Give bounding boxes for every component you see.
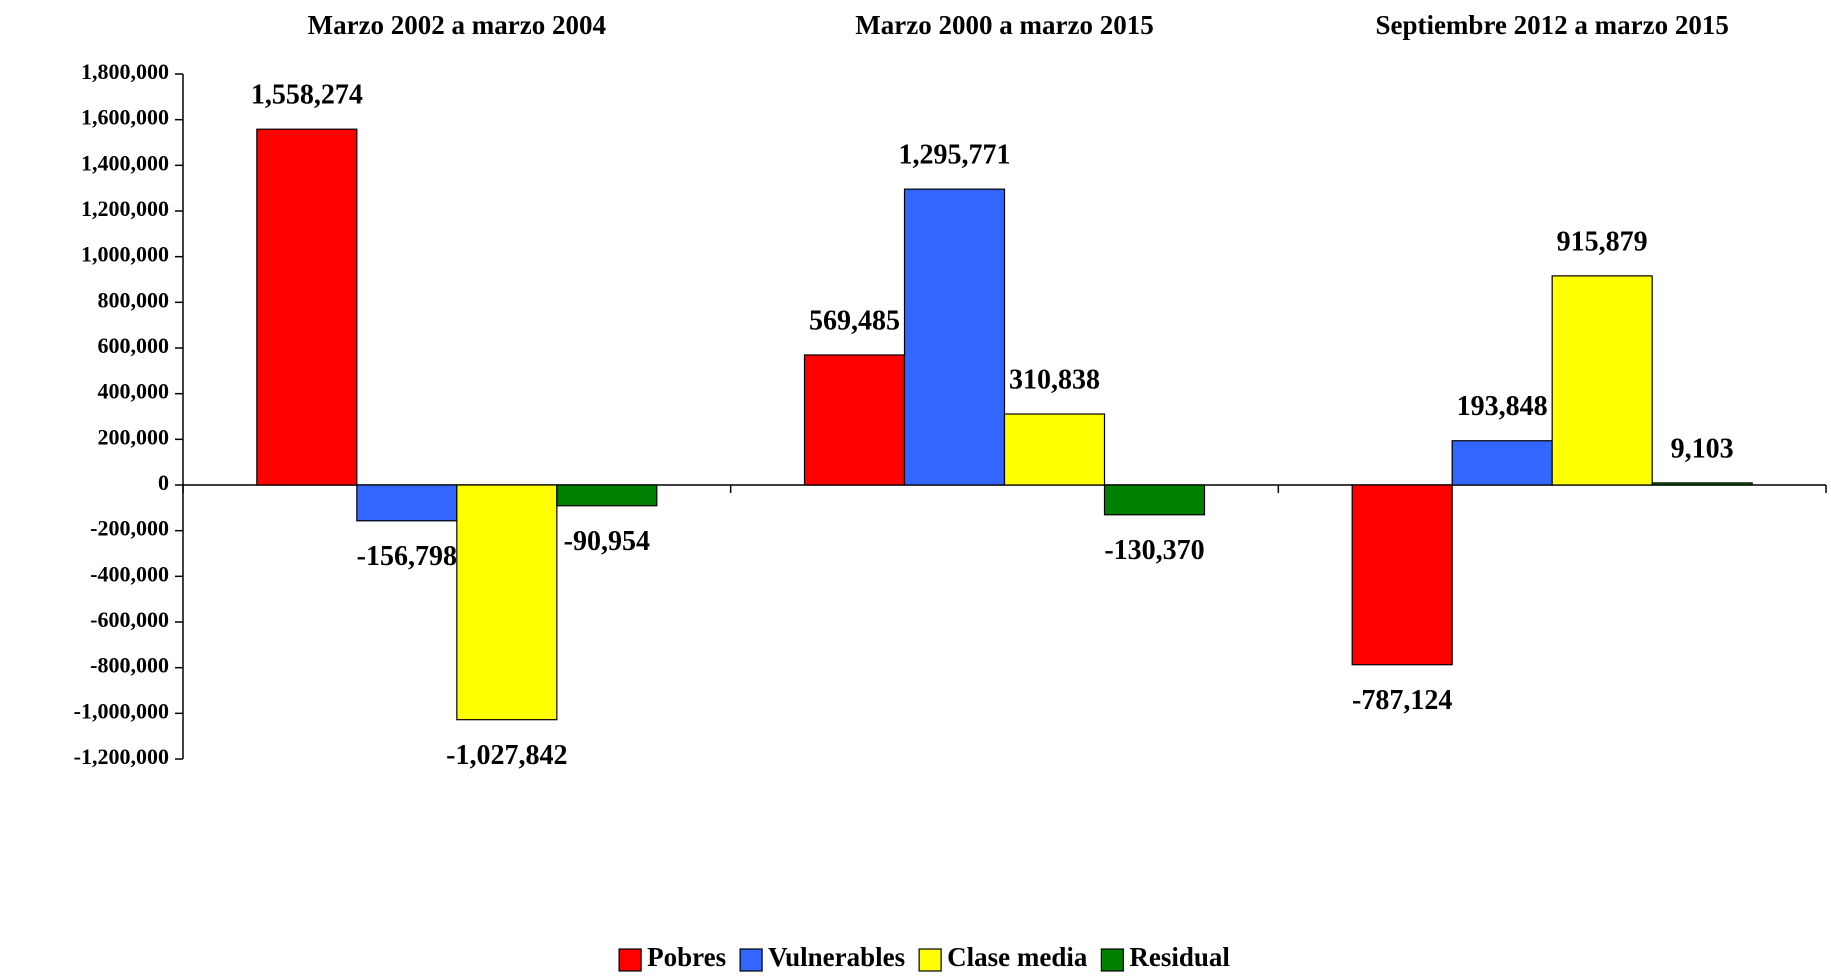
data-label: 1,558,274 xyxy=(251,80,363,111)
y-tick-label: 400,000 xyxy=(98,379,170,404)
data-label: 915,879 xyxy=(1557,226,1648,257)
bar xyxy=(1651,482,1753,486)
legend-label: Residual xyxy=(1129,942,1230,972)
data-label: 193,848 xyxy=(1457,391,1548,422)
data-label: -156,798 xyxy=(357,541,457,572)
bar xyxy=(556,484,658,507)
y-tick-label: 800,000 xyxy=(98,287,170,312)
legend-label: Clase media xyxy=(947,942,1088,972)
bar xyxy=(1351,484,1453,666)
data-label: 569,485 xyxy=(809,305,900,336)
y-tick-label: 1,600,000 xyxy=(81,105,169,130)
y-tick-label: -400,000 xyxy=(90,561,169,586)
bar xyxy=(1103,484,1206,516)
legend-swatch xyxy=(918,948,942,972)
y-tick-label: -600,000 xyxy=(90,607,169,632)
data-label: -130,370 xyxy=(1104,535,1204,566)
bar xyxy=(1451,440,1553,486)
bar xyxy=(803,354,906,486)
y-tick-label: -800,000 xyxy=(90,653,169,678)
y-tick-label: -1,200,000 xyxy=(74,744,169,769)
y-tick-label: 200,000 xyxy=(98,424,170,449)
y-tick-label: -1,000,000 xyxy=(74,698,169,723)
data-label: 310,838 xyxy=(1009,364,1100,395)
legend-swatch xyxy=(1100,948,1124,972)
category-label: Septiembre 2012 a marzo 2015 xyxy=(1375,10,1728,40)
data-label: -90,954 xyxy=(564,526,650,557)
legend-swatch xyxy=(618,948,642,972)
data-label: 9,103 xyxy=(1671,433,1734,464)
legend-label: Pobres xyxy=(647,942,726,972)
legend-swatch xyxy=(739,948,763,972)
category-label: Marzo 2000 a marzo 2015 xyxy=(855,10,1153,40)
y-tick-label: 1,400,000 xyxy=(81,150,169,175)
data-label: -787,124 xyxy=(1352,685,1452,716)
y-tick-label: -200,000 xyxy=(90,516,169,541)
y-tick-label: 1,800,000 xyxy=(81,59,169,84)
bar xyxy=(1551,275,1653,486)
legend: Pobres Vulnerables Clase media Residual xyxy=(618,942,1230,972)
bar xyxy=(256,128,358,486)
bar xyxy=(356,484,458,522)
y-tick-label: 1,000,000 xyxy=(81,242,169,267)
bar xyxy=(1003,413,1106,486)
bar xyxy=(903,188,1006,486)
legend-label: Vulnerables xyxy=(768,942,905,972)
y-tick-label: 600,000 xyxy=(98,333,170,358)
bar xyxy=(456,484,558,721)
category-label: Marzo 2002 a marzo 2004 xyxy=(308,10,606,40)
data-label: -1,027,842 xyxy=(446,740,567,771)
y-tick-label: 1,200,000 xyxy=(81,196,169,221)
data-label: 1,295,771 xyxy=(899,140,1011,171)
y-tick-label: 0 xyxy=(158,470,169,495)
